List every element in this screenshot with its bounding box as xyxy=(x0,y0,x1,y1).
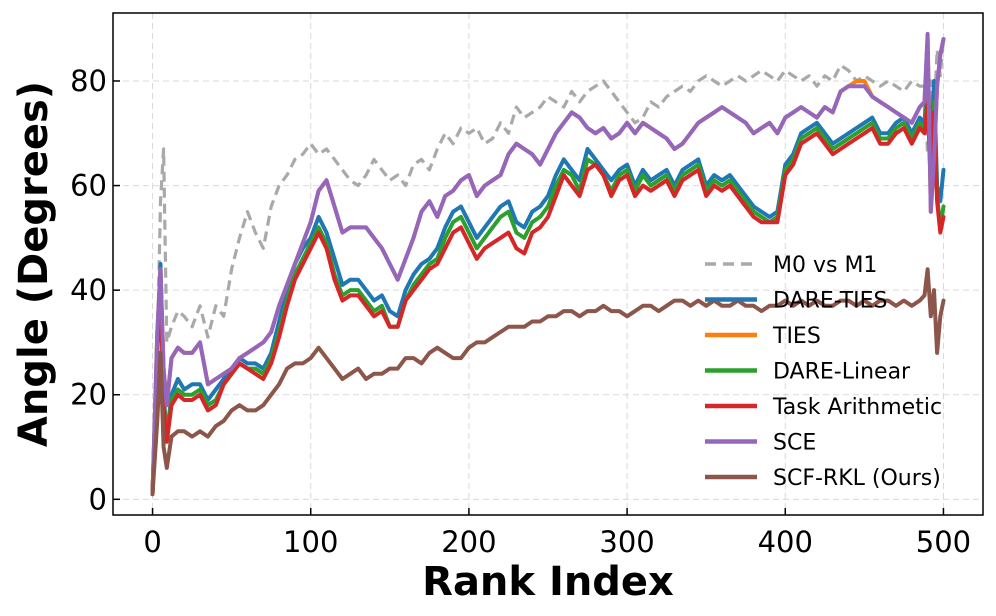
y-axis-title: Angle (Degrees) xyxy=(11,81,57,447)
series-line-4 xyxy=(150,99,946,497)
legend: M0 vs M1 DARE-TIES TIES DARE-Linear Task Ari… xyxy=(705,253,942,491)
series-lines xyxy=(150,31,946,497)
series-line-0 xyxy=(150,38,946,495)
legend-label-0: M0 vs M1 xyxy=(773,253,877,278)
legend-label-4: Task Arithmetic xyxy=(772,395,942,420)
series-line-3 xyxy=(150,89,946,497)
legend-label-3: DARE-Linear xyxy=(773,360,911,385)
plot-area-frame xyxy=(112,12,984,516)
legend-label-1: DARE-TIES xyxy=(773,289,888,314)
y-tick-label: 60 xyxy=(70,169,107,203)
x-tick-label: 0 xyxy=(143,525,161,559)
y-tick-label: 20 xyxy=(70,378,107,412)
x-tick-label: 100 xyxy=(283,525,338,559)
axis-ticks: 0 100 200 300 400 500 0 20 40 60 80 xyxy=(70,64,971,559)
legend-label-2: TIES xyxy=(772,324,821,349)
grid-lines xyxy=(113,13,983,515)
series-line-1 xyxy=(150,68,946,497)
series-line-5 xyxy=(150,31,946,497)
legend-label-5: SCE xyxy=(773,431,816,456)
y-tick-label: 80 xyxy=(70,64,107,98)
x-tick-label: 400 xyxy=(758,525,813,559)
y-tick-label: 0 xyxy=(89,482,107,516)
x-axis-title: Rank Index xyxy=(422,559,674,605)
legend-label-6: SCF-RKL (Ours) xyxy=(773,466,941,491)
x-tick-label: 200 xyxy=(441,525,496,559)
series-line-6 xyxy=(150,267,946,497)
y-tick-label: 40 xyxy=(70,273,107,307)
x-tick-label: 500 xyxy=(916,525,971,559)
x-tick-label: 300 xyxy=(599,525,654,559)
